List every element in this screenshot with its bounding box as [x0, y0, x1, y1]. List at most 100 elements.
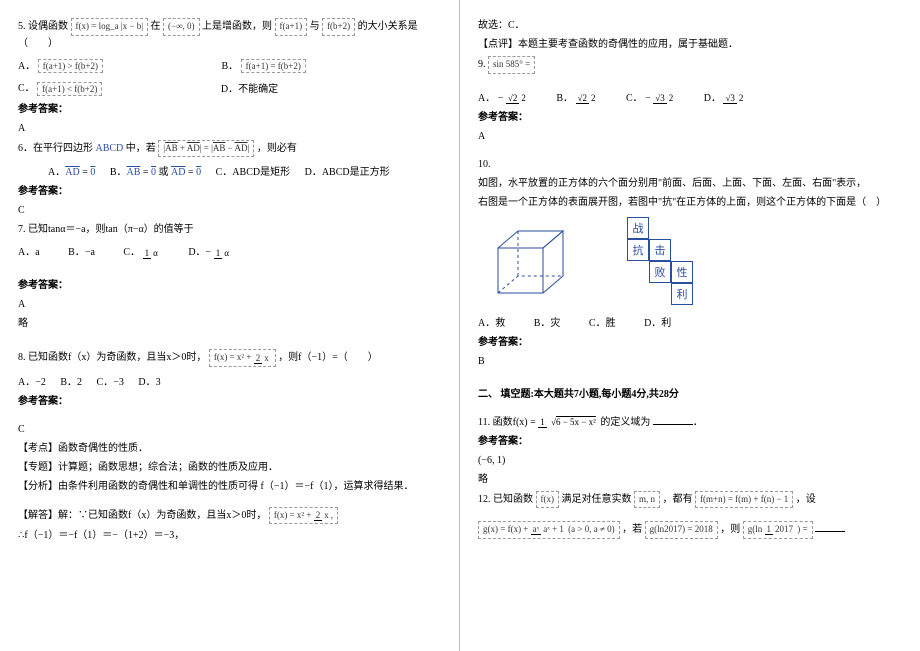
q5-optB: B． f(a+1) = f(b+2): [221, 57, 305, 74]
q11-lue: 略: [478, 472, 900, 487]
q12-c: ，都有: [663, 494, 693, 505]
q6-b: 中，若: [126, 143, 156, 154]
q8-jd: 【解答】解：∵已知函数f（x）为奇函数，且当x＞0时， f(x) = x² + …: [18, 507, 440, 525]
q7-D-den: α: [222, 248, 231, 258]
q11-blank: [653, 415, 693, 425]
q8-jd-f: f(x) = x² + 2x,: [269, 507, 338, 525]
net-3: 败: [649, 261, 671, 283]
q12-g2num: 1: [765, 524, 774, 535]
q5-ref: 参考答案：: [18, 102, 440, 117]
q5-optC-pre: C．: [18, 83, 35, 94]
q10-D: D．利: [644, 314, 671, 329]
q12-e: ，若: [622, 524, 642, 535]
q5-text-c: 上是增函数，则: [202, 21, 272, 32]
q5-optD: D．不能确定: [221, 80, 278, 95]
cube-net: 战 抗击 败性 利: [606, 218, 694, 306]
q9-B-den: 2: [589, 93, 598, 103]
q7-C-den: α: [151, 248, 160, 258]
q12-a: 12. 已知函数: [478, 494, 533, 505]
q9-A-neg: −: [498, 93, 504, 104]
q12-g2a: g(ln: [748, 524, 763, 534]
q6-ref: 参考答案：: [18, 184, 440, 199]
q5-opts-row1: A． f(a+1) > f(b+2) B． f(a+1) = f(b+2): [18, 57, 440, 74]
q9-ref: 参考答案：: [478, 110, 900, 125]
q8-stem: 8. 已知函数f（x）为奇函数，且当x＞0时， f(x) = x² + 2x ，…: [18, 349, 440, 367]
q11-den: √6 − 5x − x²: [549, 417, 598, 427]
q9-C-num: √3: [653, 93, 666, 104]
q8-zt: 【专题】计算题；函数思想；综合法；函数的性质及应用．: [18, 460, 440, 475]
q12-gx: g(x) = f(x) + aˣaˣ + 1 (a > 0, a ≠ 0): [478, 521, 620, 539]
q8-dp: 【点评】本题主要考查函数的奇偶性的应用，属于基础题．: [478, 37, 900, 52]
q12-gden: aˣ + 1: [541, 524, 566, 534]
q9-D-pre: D．: [704, 93, 721, 104]
q9-B: B． √22: [556, 89, 597, 104]
q10-B: B．灾: [534, 314, 561, 329]
q8-ref: 参考答案：: [18, 394, 440, 409]
q5-text-d: 与: [310, 21, 320, 32]
q5-text-b: 在: [151, 21, 161, 32]
q8-f-txt: f(x) = x² +: [214, 352, 252, 362]
net-0: 战: [627, 217, 649, 239]
q12-l1: 12. 已知函数 f(x) 满足对任意实数 m, n ，都有 f(m+n) = …: [478, 491, 900, 509]
q7-C-num: 1: [143, 248, 152, 259]
q8-a: 8. 已知函数f（x）为奇函数，且当x＞0时，: [18, 352, 206, 363]
q12-f: ，则: [720, 524, 740, 535]
q6-eq: |AB + AD| = |AB − AD|: [158, 140, 254, 158]
q5-f2: (−∞, 0): [163, 18, 200, 36]
q7-D-frac: 1α: [214, 249, 231, 258]
q5-opts-row2: C． f(a+1) < f(b+2) D．不能确定: [18, 79, 440, 96]
q6-A: A．AD = 0: [48, 163, 95, 178]
q10-figures: 战 抗击 败性 利: [488, 218, 900, 306]
q9-sin: sin 585° =: [488, 56, 535, 74]
section2: 二、 填空题:本大题共7小题,每小题4分,共28分: [478, 387, 900, 402]
q5-optA-f: f(a+1) > f(b+2): [38, 59, 103, 73]
q12-blank: [815, 522, 845, 532]
q10-s1: 如图，水平放置的正方体的六个面分别用"前面、后面、上面、下面、左面、右面"表示，: [478, 176, 900, 191]
q9-C: C． − √32: [626, 89, 675, 104]
q7-B: B．−a: [68, 243, 95, 258]
q11-frac: 1 √6 − 5x − x²: [538, 418, 598, 427]
q10-A: A．救: [478, 314, 505, 329]
q10-ans: B: [478, 354, 900, 369]
page-root: 5. 设偶函数 f(x) = log_a |x − b| 在 (−∞, 0) 上…: [0, 0, 920, 651]
q12-gxb: (a > 0, a ≠ 0): [568, 524, 615, 534]
right-column: 故选：C． 【点评】本题主要考查函数的奇偶性的应用，属于基础题． 9. sin …: [460, 0, 920, 651]
q9-C-den: 2: [667, 93, 676, 103]
net-4: 性: [671, 261, 693, 283]
q8-C: C．−3: [97, 373, 124, 388]
q7-A: A．a: [18, 243, 40, 258]
q5-f4: f(b+2): [322, 18, 355, 36]
q11-b: 的定义域为: [600, 417, 650, 428]
q7-lue: 略: [18, 316, 440, 331]
q9-B-num: √2: [576, 93, 589, 104]
q5-optC: C． f(a+1) < f(b+2): [18, 79, 102, 96]
q5-f1: f(x) = log_a |x − b|: [71, 18, 149, 36]
q8-b: ，则f（−1）=（ ）: [278, 352, 378, 363]
q5-ans: A: [18, 121, 440, 136]
q7-C-pre: C．: [123, 247, 140, 258]
q12-gnum: aˣ: [531, 524, 542, 535]
q9-A-frac: √22: [506, 94, 528, 103]
q7-ans: A: [18, 297, 440, 312]
q9-A-num: √2: [506, 93, 519, 104]
q12-l2: g(x) = f(x) + aˣaˣ + 1 (a > 0, a ≠ 0) ，若…: [478, 521, 900, 539]
q8-frac: 2x: [254, 354, 271, 363]
q10-num: 10.: [478, 157, 900, 172]
q6-stem: 6．在平行四边形 ABCD 中，若 |AB + AD| = |AB − AD| …: [18, 140, 440, 158]
q7-C-frac: 1α: [143, 249, 160, 258]
q10-C: C．胜: [589, 314, 616, 329]
q8-jd-a: 【解答】解：∵已知函数f（x）为奇函数，且当x＞0时，: [18, 510, 266, 521]
q8-fx: 【分析】由条件利用函数的奇偶性和单调性的性质可得 f（−1）＝−f（1），运算求…: [18, 479, 440, 494]
q12-gfrac: aˣaˣ + 1: [531, 525, 566, 534]
q9-D-num: √3: [723, 93, 736, 104]
q6-D: D．ABCD是正方形: [305, 163, 390, 178]
q12-gxa: g(x) = f(x) +: [483, 524, 528, 534]
q5-optB-pre: B．: [221, 61, 238, 72]
q9-opts: A． − √22 B． √22 C． − √32 D． √32: [478, 89, 900, 104]
q9-stem: 9. sin 585° =: [478, 56, 900, 74]
q6-abcd: ABCD: [96, 143, 124, 154]
q10-s2: 右图是一个正方体的表面展开图，若图中"抗"在正方体的上面，则这个正方体的下面是（…: [478, 195, 900, 210]
q6-a: 6．在平行四边形: [18, 143, 93, 154]
q12-g2: g(ln 12017 ) =: [743, 521, 813, 539]
q12-g2frac: 12017: [765, 525, 796, 534]
